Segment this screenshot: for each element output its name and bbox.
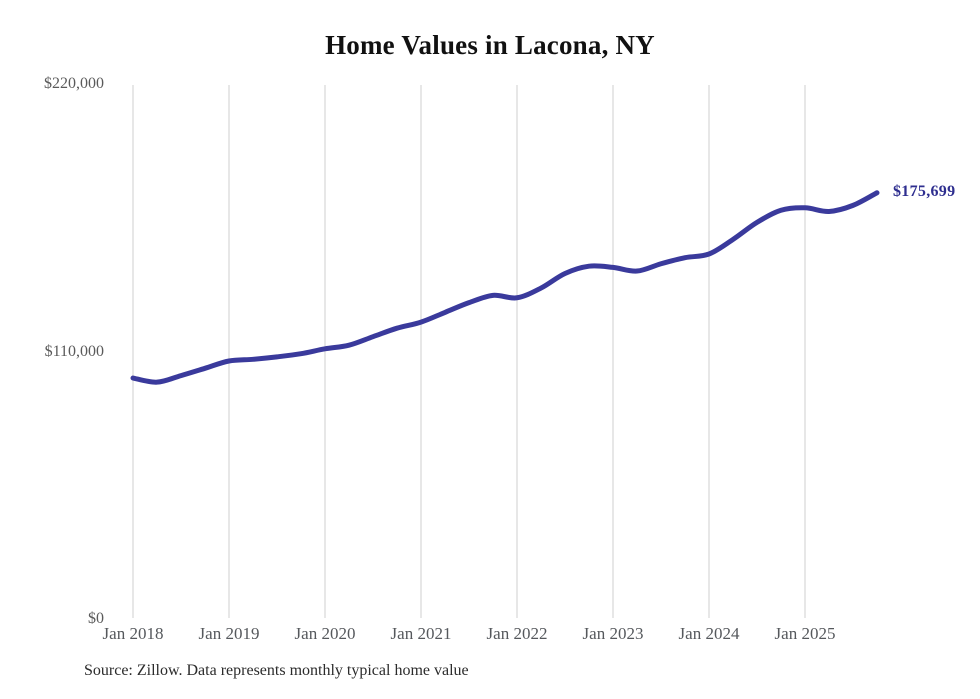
y-tick-label-0: $0 (88, 610, 104, 627)
x-tick-label-2019-01: Jan 2019 (198, 624, 260, 643)
y-tick-0: $0 (0, 611, 104, 627)
page-title: Home Values in Lacona, NY (325, 30, 655, 60)
series-line-typical-home-value (130, 190, 880, 385)
x-tick-label-2022-01: Jan 2022 (486, 624, 548, 643)
y-tick-label-110000: $110,000 (44, 342, 104, 360)
x-tick-label-2018-01: Jan 2018 (102, 624, 164, 643)
series-lines (130, 190, 880, 385)
y-tick-label-220000: $220,000 (44, 75, 104, 92)
source-note: Source: Zillow. Data represents monthly … (84, 662, 469, 679)
y-tick-220000: $220,000 (0, 76, 104, 92)
gridlines (132, 85, 806, 618)
end-value-annotation: $175,699 (893, 182, 956, 200)
x-tick-label-2020-01: Jan 2020 (294, 624, 356, 643)
x-tick-label-2024-01: Jan 2024 (678, 624, 740, 643)
x-tick-label-2025-01: Jan 2025 (774, 624, 836, 643)
x-tick-label-2023-01: Jan 2023 (582, 624, 644, 643)
y-tick-110000: $110,000 (0, 342, 104, 360)
x-tick-label-2021-01: Jan 2021 (390, 624, 452, 643)
